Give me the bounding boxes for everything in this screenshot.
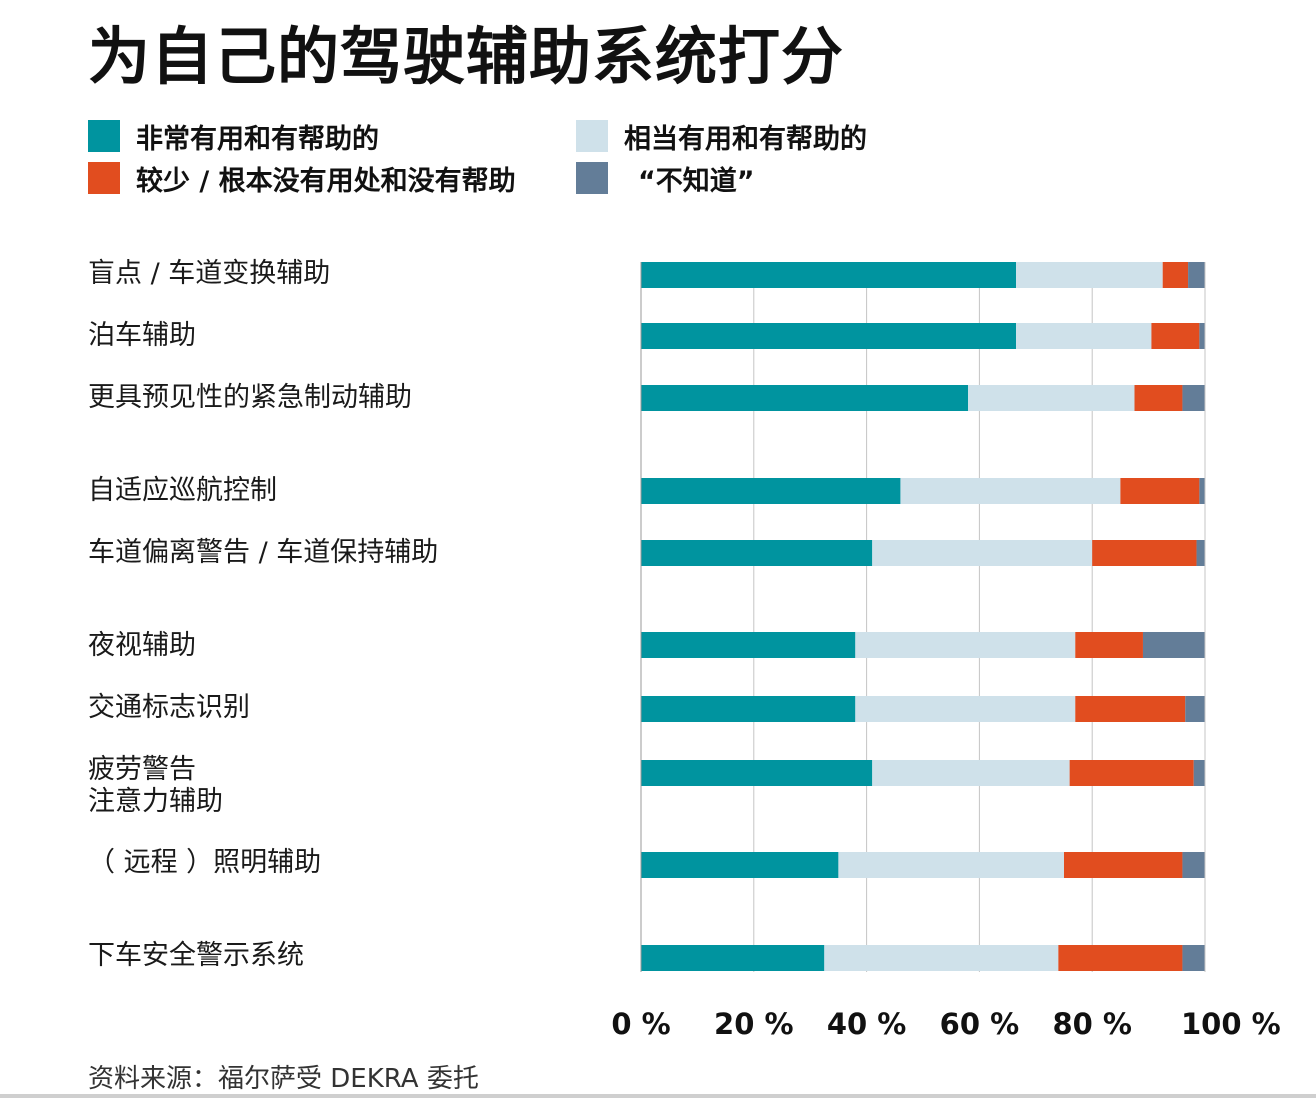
bar-segment — [641, 632, 856, 658]
category-label: 盲点 / 车道变换辅助 — [88, 258, 331, 289]
bar-segment — [641, 262, 1017, 288]
category-label: 疲劳警告 注意力辅助 — [88, 754, 223, 817]
bar-segment — [1199, 323, 1205, 349]
bar-segment — [641, 478, 901, 504]
bar-segment — [641, 852, 839, 878]
bar-segment — [900, 478, 1121, 504]
category-label: 夜视辅助 — [88, 630, 196, 661]
bottom-divider — [0, 1094, 1316, 1098]
bar-segment — [838, 852, 1064, 878]
x-tick-label: 20 % — [714, 1007, 794, 1041]
legend-swatch — [576, 162, 608, 194]
bar-segment — [1188, 262, 1205, 288]
bar-segment — [1016, 323, 1152, 349]
bar-segment — [1193, 760, 1205, 786]
category-label: 更具预见性的紧急制动辅助 — [88, 382, 412, 413]
bar-segment — [1142, 632, 1205, 658]
bar-segment — [1064, 852, 1183, 878]
legend-label: 相当有用和有帮助的 — [624, 123, 867, 155]
bar-segment — [1058, 945, 1183, 971]
bar-segment — [855, 696, 1076, 722]
bar-segment — [641, 760, 873, 786]
bar-segment — [1016, 262, 1163, 288]
bar-segment — [855, 632, 1076, 658]
bar-segment — [1182, 945, 1205, 971]
category-label: 下车安全警示系统 — [88, 940, 304, 971]
legend-item-dont-know: “不知道” — [576, 161, 755, 197]
x-tick-label: 60 % — [940, 1007, 1020, 1041]
x-tick-label: 0 % — [611, 1007, 670, 1041]
source-note: 资料来源：福尔萨受 DEKRA 委托 — [88, 1064, 479, 1094]
bar-segment — [641, 385, 969, 411]
bar-segment — [641, 696, 856, 722]
legend-swatch — [88, 162, 120, 194]
bar-segment — [1185, 696, 1205, 722]
x-tick-label: 80 % — [1052, 1007, 1132, 1041]
bar-segment — [824, 945, 1059, 971]
legend-item-very-useful: 非常有用和有帮助的 — [88, 119, 379, 155]
category-label: 泊车辅助 — [88, 320, 196, 351]
legend-label: “不知道” — [638, 165, 755, 197]
bar-segment — [1134, 385, 1183, 411]
bar-segment — [1162, 262, 1189, 288]
bar-segment — [641, 323, 1017, 349]
legend-item-not-useful: 较少 / 根本没有用处和没有帮助 — [88, 161, 516, 197]
bar-segment — [872, 540, 1093, 566]
category-label: 交通标志识别 — [88, 692, 250, 723]
bar-segment — [1199, 478, 1205, 504]
bar-segment — [1120, 478, 1200, 504]
bar-segment — [872, 760, 1070, 786]
category-label: 车道偏离警告 / 车道保持辅助 — [88, 537, 439, 568]
x-tick-label: 100 % — [1181, 1007, 1281, 1041]
bar-segment — [1092, 540, 1197, 566]
bar-segment — [641, 540, 873, 566]
legend-item-fairly-useful: 相当有用和有帮助的 — [576, 119, 867, 155]
bar-segment — [1182, 385, 1205, 411]
bar-segment — [1182, 852, 1205, 878]
legend-swatch — [88, 120, 120, 152]
bar-segment — [1075, 632, 1143, 658]
category-label: （ 远程 ）照明辅助 — [88, 847, 322, 878]
bar-segment — [641, 945, 825, 971]
legend-label: 非常有用和有帮助的 — [136, 123, 379, 155]
category-label: 自适应巡航控制 — [88, 475, 277, 506]
bar-segment — [1196, 540, 1205, 566]
bar-segment — [1151, 323, 1200, 349]
x-tick-label: 40 % — [827, 1007, 907, 1041]
legend-label: 较少 / 根本没有用处和没有帮助 — [136, 165, 516, 197]
legend-swatch — [576, 120, 608, 152]
bar-segment — [1069, 760, 1194, 786]
bar-segment — [1075, 696, 1186, 722]
chart-title: 为自己的驾驶辅助系统打分 — [88, 20, 845, 93]
bar-segment — [968, 385, 1135, 411]
